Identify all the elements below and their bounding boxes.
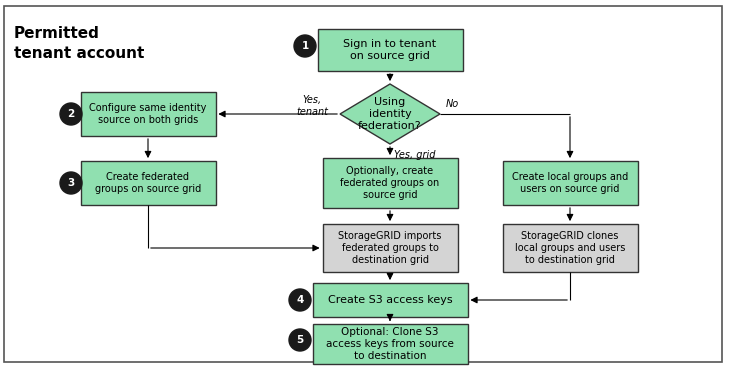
Circle shape [60, 103, 82, 125]
Text: StorageGRID clones
local groups and users
to destination grid: StorageGRID clones local groups and user… [515, 231, 625, 265]
Bar [80, 161, 215, 205]
Text: 2: 2 [67, 109, 74, 119]
Text: Configure same identity
source on both grids: Configure same identity source on both g… [89, 103, 207, 125]
Text: StorageGRID imports
federated groups to
destination grid: StorageGRID imports federated groups to … [338, 231, 442, 265]
Text: 1: 1 [301, 41, 309, 51]
Circle shape [289, 329, 311, 351]
Bar [312, 324, 467, 364]
Text: Create S3 access keys: Create S3 access keys [328, 295, 453, 305]
Text: 4: 4 [296, 295, 304, 305]
Text: Using
identity
federation?: Using identity federation? [358, 97, 422, 131]
Circle shape [289, 289, 311, 311]
Bar [323, 224, 458, 272]
Text: Yes,
tenant: Yes, tenant [296, 95, 328, 117]
Text: 3: 3 [67, 178, 74, 188]
Bar [502, 161, 637, 205]
Bar [323, 158, 458, 208]
Text: Create local groups and
users on source grid: Create local groups and users on source … [512, 172, 628, 194]
Text: Optionally, create
federated groups on
source grid: Optionally, create federated groups on s… [340, 167, 439, 199]
Bar [502, 224, 637, 272]
Text: Sign in to tenant
on source grid: Sign in to tenant on source grid [343, 39, 437, 61]
Circle shape [294, 35, 316, 57]
Text: Optional: Clone S3
access keys from source
to destination: Optional: Clone S3 access keys from sour… [326, 328, 454, 361]
Text: Yes, grid: Yes, grid [394, 150, 436, 160]
Text: No: No [446, 99, 459, 109]
Bar [318, 29, 463, 71]
Bar [80, 92, 215, 136]
Text: Permitted
tenant account: Permitted tenant account [14, 26, 145, 61]
Polygon shape [340, 84, 440, 144]
Circle shape [60, 172, 82, 194]
Text: Create federated
groups on source grid: Create federated groups on source grid [95, 172, 201, 194]
Bar [312, 283, 467, 317]
Text: 5: 5 [296, 335, 304, 345]
